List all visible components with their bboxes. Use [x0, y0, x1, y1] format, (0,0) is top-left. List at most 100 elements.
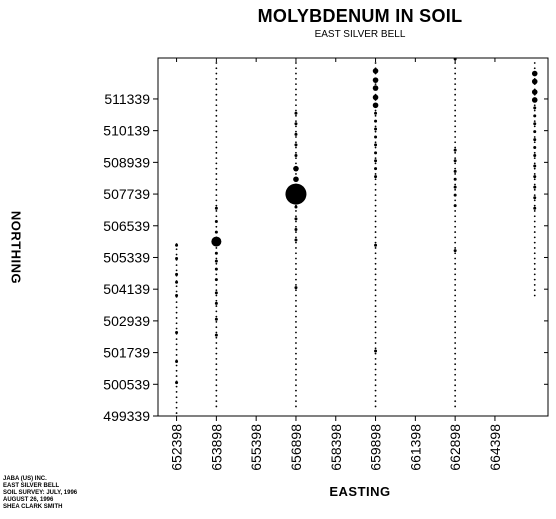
sample-point-trace	[533, 67, 536, 70]
y-tick-label: 500539	[103, 376, 150, 392]
sample-point-trace	[175, 285, 178, 288]
sample-point-trace	[454, 373, 457, 376]
sample-point-trace	[215, 225, 218, 228]
sample-point	[374, 159, 378, 163]
sample-point-trace	[533, 262, 536, 265]
credit-line-survey: SOIL SURVEY: JULY, 1996	[3, 490, 78, 496]
sample-point	[293, 176, 299, 183]
sample-point-trace	[215, 262, 218, 265]
sample-point-trace	[215, 326, 218, 329]
sample-point	[294, 132, 298, 136]
sample-point-trace	[533, 247, 536, 249]
sample-point-trace	[295, 77, 297, 80]
sample-point-trace	[374, 289, 377, 292]
sample-point-trace	[454, 183, 457, 186]
sample-point-trace	[175, 248, 178, 251]
sample-point-trace	[175, 253, 178, 256]
sample-point-trace	[454, 310, 457, 313]
sample-point	[531, 97, 538, 103]
sample-point-trace	[295, 141, 297, 144]
sample-point-trace	[215, 104, 218, 107]
sample-point-trace	[533, 125, 536, 128]
sample-point-trace	[374, 62, 377, 64]
sample-point-trace	[215, 358, 218, 360]
sample-point-trace	[374, 358, 377, 360]
sample-point	[453, 185, 457, 189]
sample-point	[294, 286, 298, 290]
sample-point-trace	[295, 400, 297, 403]
x-tick-label: 653898	[208, 424, 224, 471]
x-tick-label: 655398	[248, 424, 264, 471]
sample-point	[374, 119, 378, 123]
sample-point-trace	[533, 220, 536, 223]
sample-point-trace	[454, 173, 457, 175]
sample-point-trace	[533, 225, 536, 228]
sample-point-trace	[374, 130, 377, 133]
sample-point-trace	[215, 310, 218, 313]
sample-point-trace	[215, 167, 218, 170]
sample-point-trace	[374, 141, 377, 144]
sample-point-trace	[295, 326, 297, 329]
sample-point	[453, 177, 457, 181]
sample-point-trace	[454, 114, 457, 117]
sample-point-trace	[295, 120, 297, 123]
sample-point	[374, 243, 378, 247]
sample-point-trace	[374, 384, 377, 387]
sample-point-trace	[295, 252, 297, 255]
sample-point-trace	[374, 331, 377, 334]
sample-point	[372, 102, 379, 109]
sample-point-trace	[533, 199, 536, 202]
sample-point-trace	[454, 379, 457, 381]
sample-point-trace	[215, 120, 218, 123]
sample-point-trace	[374, 315, 377, 318]
sample-point-trace	[295, 109, 297, 112]
sample-point-trace	[215, 321, 218, 323]
sample-point	[294, 217, 298, 221]
sample-point-trace	[295, 389, 297, 392]
sample-points	[175, 57, 538, 414]
sample-point-trace	[374, 405, 377, 408]
sample-point-trace	[215, 284, 218, 286]
sample-point-trace	[374, 373, 377, 376]
sample-point-trace	[454, 215, 457, 218]
sample-point-trace	[454, 268, 457, 270]
sample-point-trace	[295, 62, 297, 64]
sample-point	[214, 206, 218, 210]
sample-point-trace	[374, 210, 377, 212]
x-tick-label: 659898	[368, 424, 384, 471]
sample-point-trace	[215, 99, 218, 101]
sample-point	[175, 330, 179, 334]
sample-point	[214, 267, 218, 271]
sample-point	[175, 381, 179, 385]
sample-point	[374, 127, 378, 131]
sample-point	[372, 94, 379, 101]
sample-point-trace	[215, 215, 218, 218]
sample-point	[214, 291, 218, 295]
sample-point-trace	[175, 391, 178, 393]
sample-point-trace	[454, 157, 457, 160]
sample-point	[285, 183, 307, 205]
sample-point	[531, 78, 538, 85]
sample-point-trace	[374, 183, 377, 186]
plot-area	[157, 57, 549, 417]
sample-point	[374, 349, 378, 353]
sample-point-trace	[295, 305, 297, 307]
sample-point	[214, 301, 218, 305]
credit-line-author: SHEA CLARK SMITH	[3, 504, 63, 510]
sample-point-trace	[454, 299, 457, 302]
sample-point-trace	[533, 62, 536, 64]
sample-point-trace	[374, 215, 377, 218]
sample-point-trace	[454, 368, 457, 371]
sample-point-trace	[215, 210, 218, 212]
sample-point-trace	[374, 305, 377, 307]
sample-point-trace	[295, 347, 297, 350]
sample-point-trace	[533, 215, 536, 218]
sample-point-trace	[454, 72, 457, 75]
sample-point-trace	[175, 269, 178, 272]
sample-point-trace	[295, 220, 297, 223]
sample-point-trace	[215, 373, 218, 376]
sample-point-trace	[454, 315, 457, 318]
sample-point	[214, 230, 218, 234]
sample-point-trace	[533, 173, 536, 175]
